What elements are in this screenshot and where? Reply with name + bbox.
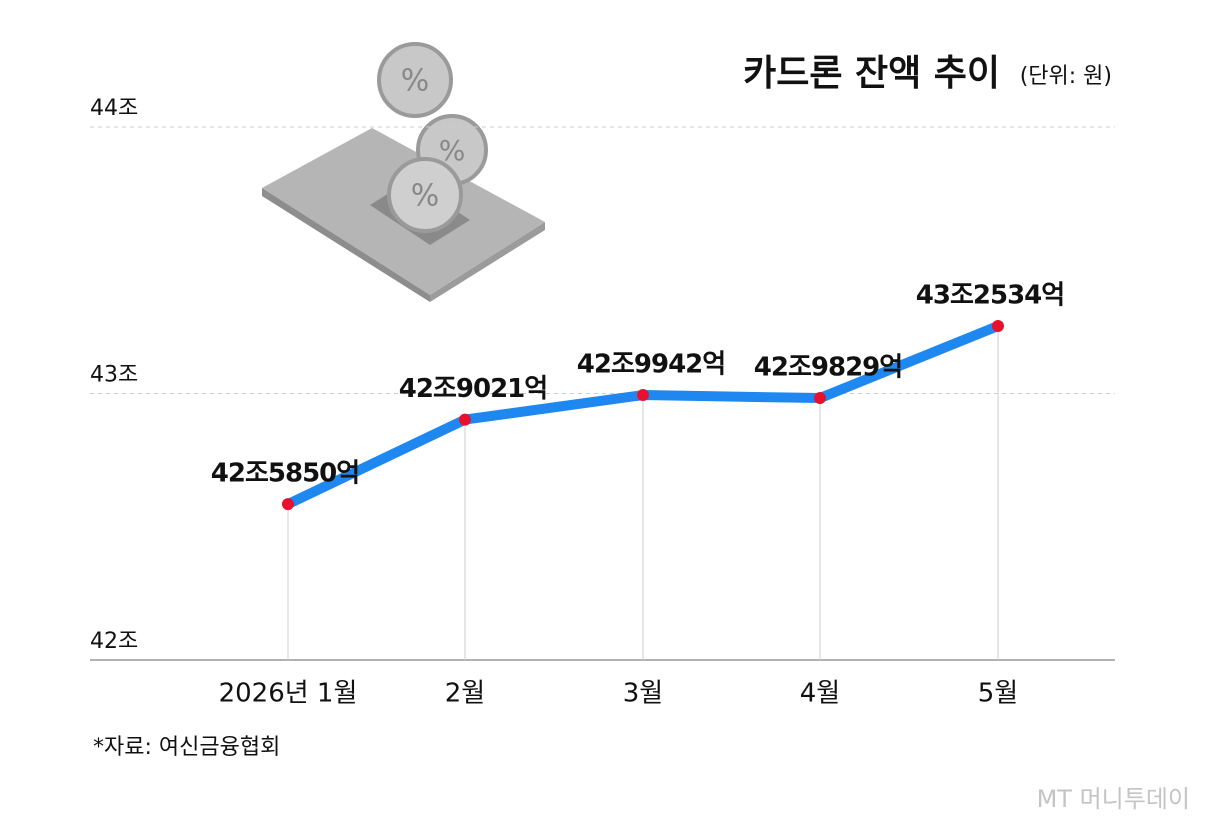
value-label: 42조5850억 (211, 459, 359, 489)
value-label: 42조9829억 (754, 353, 902, 383)
y-tick-label: 43조 (90, 363, 138, 388)
y-tick-label: 42조 (90, 629, 138, 654)
x-tick-label: 5월 (978, 679, 1018, 709)
value-label: 42조9021억 (399, 374, 547, 404)
source-note: *자료: 여신금융협회 (93, 735, 280, 760)
point (459, 413, 471, 426)
x-tick-label: 4월 (800, 679, 840, 709)
svg-text:%: % (401, 64, 430, 99)
watermark: MT 머니투데이 (1037, 785, 1190, 813)
svg-text:%: % (411, 179, 440, 214)
value-label: 43조2534억 (916, 280, 1064, 310)
y-tick-label: 44조 (90, 96, 138, 121)
x-tick-label: 2026년 1월 (219, 679, 358, 709)
point (814, 392, 826, 405)
point (637, 389, 649, 402)
svg-text:%: % (439, 134, 466, 167)
chart-title: 카드론 잔액 추이 (743, 53, 1000, 94)
point (282, 498, 294, 511)
chart-subtitle: (단위: 원) (1020, 64, 1112, 89)
x-tick-label: 2월 (445, 679, 485, 709)
x-tick-label: 3월 (623, 679, 663, 709)
value-label: 42조9942억 (577, 350, 725, 380)
point (992, 319, 1004, 332)
illustration: % % % (262, 42, 545, 302)
